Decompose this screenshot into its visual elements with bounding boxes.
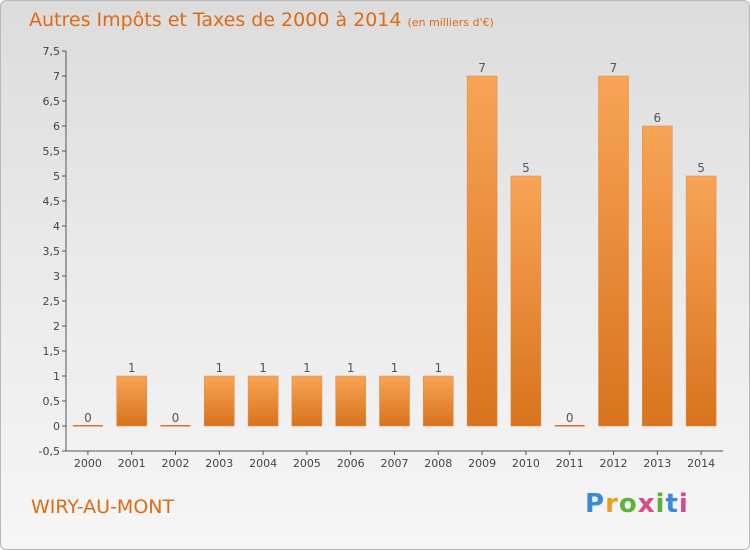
bar-2002 [160,425,191,427]
x-tick-label-2009: 2009 [468,457,496,470]
y-tick-label: 2,5 [43,295,61,308]
data-label-2010: 5 [522,161,530,175]
y-tick-label: 6 [53,120,60,133]
data-label-2004: 1 [259,361,267,375]
data-label-2006: 1 [347,361,355,375]
bar-2008 [423,375,454,427]
bar-2011 [554,425,585,427]
y-tick-label: 5 [53,170,60,183]
bar-2007 [379,375,410,427]
bar-2001 [116,375,147,427]
x-tick-label-2007: 2007 [381,457,409,470]
bar-2010 [510,175,542,427]
y-tick-label: 3 [53,270,60,283]
y-tick-label: -0,5 [39,445,60,458]
y-tick-label: 7 [53,70,60,83]
x-tick-label-2011: 2011 [556,457,584,470]
y-tick-label: 3,5 [43,245,61,258]
y-tick-label: 5,5 [43,145,61,158]
x-tick-label-2004: 2004 [249,457,277,470]
data-label-2014: 5 [697,161,705,175]
x-tick-label-2010: 2010 [512,457,540,470]
x-tick-label-2002: 2002 [162,457,190,470]
chart-title: Autres Impôts et Taxes de 2000 à 2014 (en… [29,9,494,31]
x-tick-label-2008: 2008 [424,457,452,470]
bar-2004 [247,375,279,427]
data-label-2000: 0 [84,411,92,425]
data-label-2007: 1 [391,361,399,375]
proxiti-logo: Proxiti [585,489,689,519]
chart-title-text: Autres Impôts et Taxes de 2000 à 2014 [29,9,402,31]
data-label-2009: 7 [478,61,486,75]
data-label-2002: 0 [172,411,180,425]
y-tick-label: 4,5 [43,195,61,208]
y-tick-label: 0 [53,420,60,433]
bar-2013 [642,125,673,427]
y-tick-label: 2 [53,320,60,333]
y-tick-label: 7,5 [43,45,61,58]
x-tick-label-2012: 2012 [600,457,628,470]
commune-name: WIRY-AU-MONT [31,496,175,518]
data-label-2008: 1 [434,361,442,375]
data-label-2005: 1 [303,361,311,375]
bar-2012 [598,75,629,427]
y-tick-label: 1 [53,370,60,383]
y-tick-label: 0,5 [43,395,61,408]
bar-2003 [204,375,235,427]
bar-2014 [685,175,717,427]
bar-2009 [466,75,498,427]
x-tick-label-2005: 2005 [293,457,321,470]
y-tick-label: 4 [53,220,60,233]
x-tick-label-2000: 2000 [74,457,102,470]
bar-2005 [291,375,323,427]
x-tick-label-2013: 2013 [643,457,671,470]
y-tick-label: 6,5 [43,95,61,108]
bar-2000 [72,425,103,427]
chart-subtitle: (en milliers d'€) [407,16,494,29]
data-label-2012: 7 [610,61,618,75]
bar-2006 [335,375,366,427]
x-tick-label-2014: 2014 [687,457,715,470]
x-tick-label-2003: 2003 [205,457,233,470]
data-label-2003: 1 [215,361,223,375]
data-label-2001: 1 [128,361,136,375]
y-tick-label: 1,5 [43,345,61,358]
x-tick-label-2001: 2001 [118,457,146,470]
data-label-2013: 6 [653,111,661,125]
data-label-2011: 0 [566,411,574,425]
x-tick-label-2006: 2006 [337,457,365,470]
